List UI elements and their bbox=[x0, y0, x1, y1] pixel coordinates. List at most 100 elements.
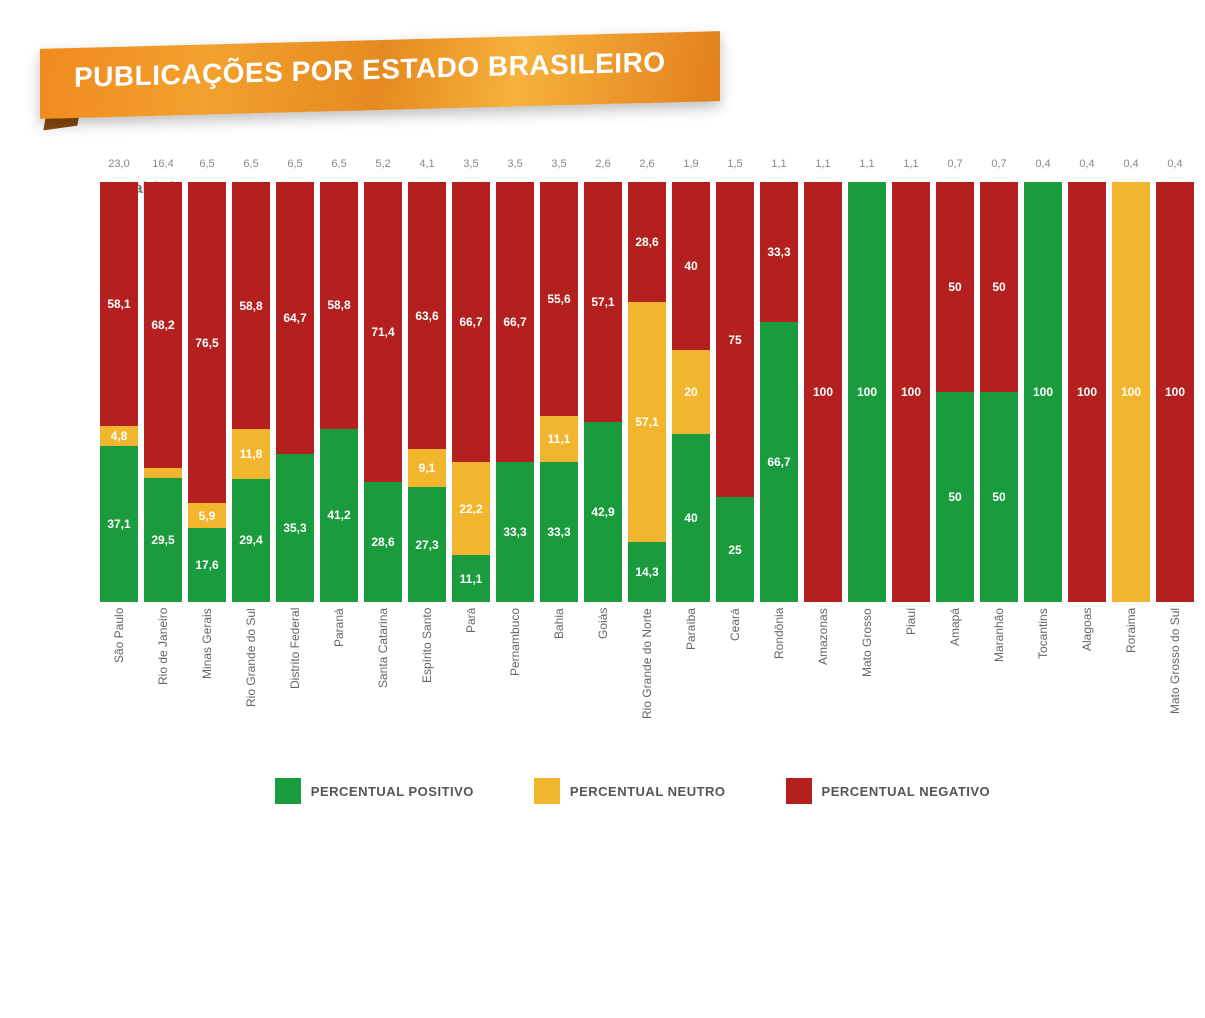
segment-negative: 68,2 bbox=[144, 182, 182, 468]
column-stack: 66,7 33,3 bbox=[760, 182, 798, 602]
segment-value: 29,4 bbox=[239, 533, 262, 547]
segment-value: 25 bbox=[728, 543, 741, 557]
column-total: 3,5 bbox=[507, 158, 522, 172]
column-total: 0,7 bbox=[947, 158, 962, 172]
segment-positive: 40 bbox=[672, 434, 710, 602]
title-banner: PUBLICAÇÕES POR ESTADO BRASILEIRO bbox=[40, 40, 720, 130]
segment-negative: 100 bbox=[1068, 182, 1106, 602]
segment-value: 27,3 bbox=[415, 538, 438, 552]
column-total: 6,5 bbox=[331, 158, 346, 172]
column-stack: 11,1 22,2 66,7 bbox=[452, 182, 490, 602]
column-label: Ceará bbox=[728, 608, 742, 738]
segment-positive: 100 bbox=[848, 182, 886, 602]
chart-column: 1,1 100 Mato Grosso bbox=[848, 158, 886, 738]
chart-column: 1,1100Piauí bbox=[892, 158, 930, 738]
column-total: 6,5 bbox=[287, 158, 302, 172]
stacked-bar-chart: 23,037,14,858,1São Paulo16,429,52,368,2R… bbox=[100, 218, 1194, 738]
segment-value: 64,7 bbox=[283, 311, 306, 325]
column-total: 1,9 bbox=[683, 158, 698, 172]
column-stack: 100 bbox=[848, 182, 886, 602]
segment-negative: 50 bbox=[980, 182, 1018, 392]
column-label: Roraima bbox=[1124, 608, 1138, 738]
segment-neutral: 4,8 bbox=[100, 426, 138, 446]
column-total: 4,1 bbox=[419, 158, 434, 172]
column-total: 6,5 bbox=[199, 158, 214, 172]
column-total: 0,4 bbox=[1079, 158, 1094, 172]
column-stack: 100 bbox=[1156, 182, 1194, 602]
segment-neutral: 22,2 bbox=[452, 462, 490, 555]
segment-value: 58,8 bbox=[327, 298, 350, 312]
column-stack: 42,957,1 bbox=[584, 182, 622, 602]
column-label: Rio Grande do Norte bbox=[640, 608, 654, 738]
column-label: Mato Grosso bbox=[860, 608, 874, 738]
column-total: 3,5 bbox=[463, 158, 478, 172]
chart-column: 16,429,52,368,2Rio de Janeiro bbox=[144, 158, 182, 738]
segment-negative: 75 bbox=[716, 182, 754, 497]
chart-column: 0,4 100 Mato Grosso do Sul bbox=[1156, 158, 1194, 738]
segment-neutral: 5,9 bbox=[188, 503, 226, 528]
column-stack: 17,65,976,5 bbox=[188, 182, 226, 602]
column-total: 16,4 bbox=[152, 158, 173, 172]
segment-value: 33,3 bbox=[547, 525, 570, 539]
segment-positive: 37,1 bbox=[100, 446, 138, 602]
column-label: Goiás bbox=[596, 608, 610, 738]
segment-value: 63,6 bbox=[415, 309, 438, 323]
segment-value: 50 bbox=[948, 280, 961, 294]
segment-positive: 50 bbox=[980, 392, 1018, 602]
column-stack: 5050 bbox=[936, 182, 974, 602]
column-stack: 29,411,858,8 bbox=[232, 182, 270, 602]
column-stack: 27,39,163,6 bbox=[408, 182, 446, 602]
column-label: Maranhão bbox=[992, 608, 1006, 738]
chart-column: 2,642,957,1Goiás bbox=[584, 158, 622, 738]
chart-column: 1,52575Ceará bbox=[716, 158, 754, 738]
segment-value: 28,6 bbox=[371, 535, 394, 549]
legend: PERCENTUAL POSITIVO PERCENTUAL NEUTRO PE… bbox=[100, 778, 1165, 804]
segment-value: 40 bbox=[684, 511, 697, 525]
column-label: Pará bbox=[464, 608, 478, 738]
segment-value: 37,1 bbox=[107, 517, 130, 531]
column-label: Paraná bbox=[332, 608, 346, 738]
segment-value: 33,3 bbox=[503, 525, 526, 539]
swatch-positive bbox=[275, 778, 301, 804]
column-total: 1,1 bbox=[771, 158, 786, 172]
chart-column: 4,127,39,163,6Espírito Santo bbox=[408, 158, 446, 738]
column-total: 1,1 bbox=[859, 158, 874, 172]
segment-value: 100 bbox=[813, 385, 833, 399]
segment-negative: 66,7 bbox=[452, 182, 490, 462]
column-total: 0,4 bbox=[1167, 158, 1182, 172]
segment-value: 71,4 bbox=[371, 325, 394, 339]
column-label: Mato Grosso do Sul bbox=[1168, 608, 1182, 738]
column-label: São Paulo bbox=[112, 608, 126, 738]
chart-column: 3,533,366,7Pernambuco bbox=[496, 158, 534, 738]
segment-neutral: 20 bbox=[672, 350, 710, 434]
column-stack: 5050 bbox=[980, 182, 1018, 602]
column-total: 23,0 bbox=[108, 158, 129, 172]
segment-value: 100 bbox=[1033, 385, 1053, 399]
segment-negative: 33,3 bbox=[760, 182, 798, 322]
chart-column: 23,037,14,858,1São Paulo bbox=[100, 158, 138, 738]
segment-value: 66,7 bbox=[459, 315, 482, 329]
segment-value: 57,1 bbox=[635, 415, 658, 429]
segment-value: 29,5 bbox=[151, 533, 174, 547]
column-stack: 402040 bbox=[672, 182, 710, 602]
column-total: 1,1 bbox=[903, 158, 918, 172]
legend-neutral-label: PERCENTUAL NEUTRO bbox=[570, 784, 726, 799]
column-stack: 41,258,8 bbox=[320, 182, 358, 602]
column-stack: 100 bbox=[1024, 182, 1062, 602]
column-total: 2,6 bbox=[639, 158, 654, 172]
segment-value: 17,6 bbox=[195, 558, 218, 572]
segment-value: 68,2 bbox=[151, 318, 174, 332]
chart-column: 1,9402040Paraíba bbox=[672, 158, 710, 738]
column-total: 0,7 bbox=[991, 158, 1006, 172]
legend-positive-label: PERCENTUAL POSITIVO bbox=[311, 784, 474, 799]
segment-value: 66,7 bbox=[767, 455, 790, 469]
column-total: 1,1 bbox=[815, 158, 830, 172]
segment-value: 100 bbox=[857, 385, 877, 399]
legend-negative: PERCENTUAL NEGATIVO bbox=[786, 778, 991, 804]
segment-value: 11,1 bbox=[460, 572, 483, 586]
swatch-neutral bbox=[534, 778, 560, 804]
segment-value: 66,7 bbox=[503, 315, 526, 329]
chart-column: 1,1100Amazonas bbox=[804, 158, 842, 738]
segment-value: 4,8 bbox=[111, 429, 128, 443]
column-stack: 33,3 66,7 bbox=[496, 182, 534, 602]
